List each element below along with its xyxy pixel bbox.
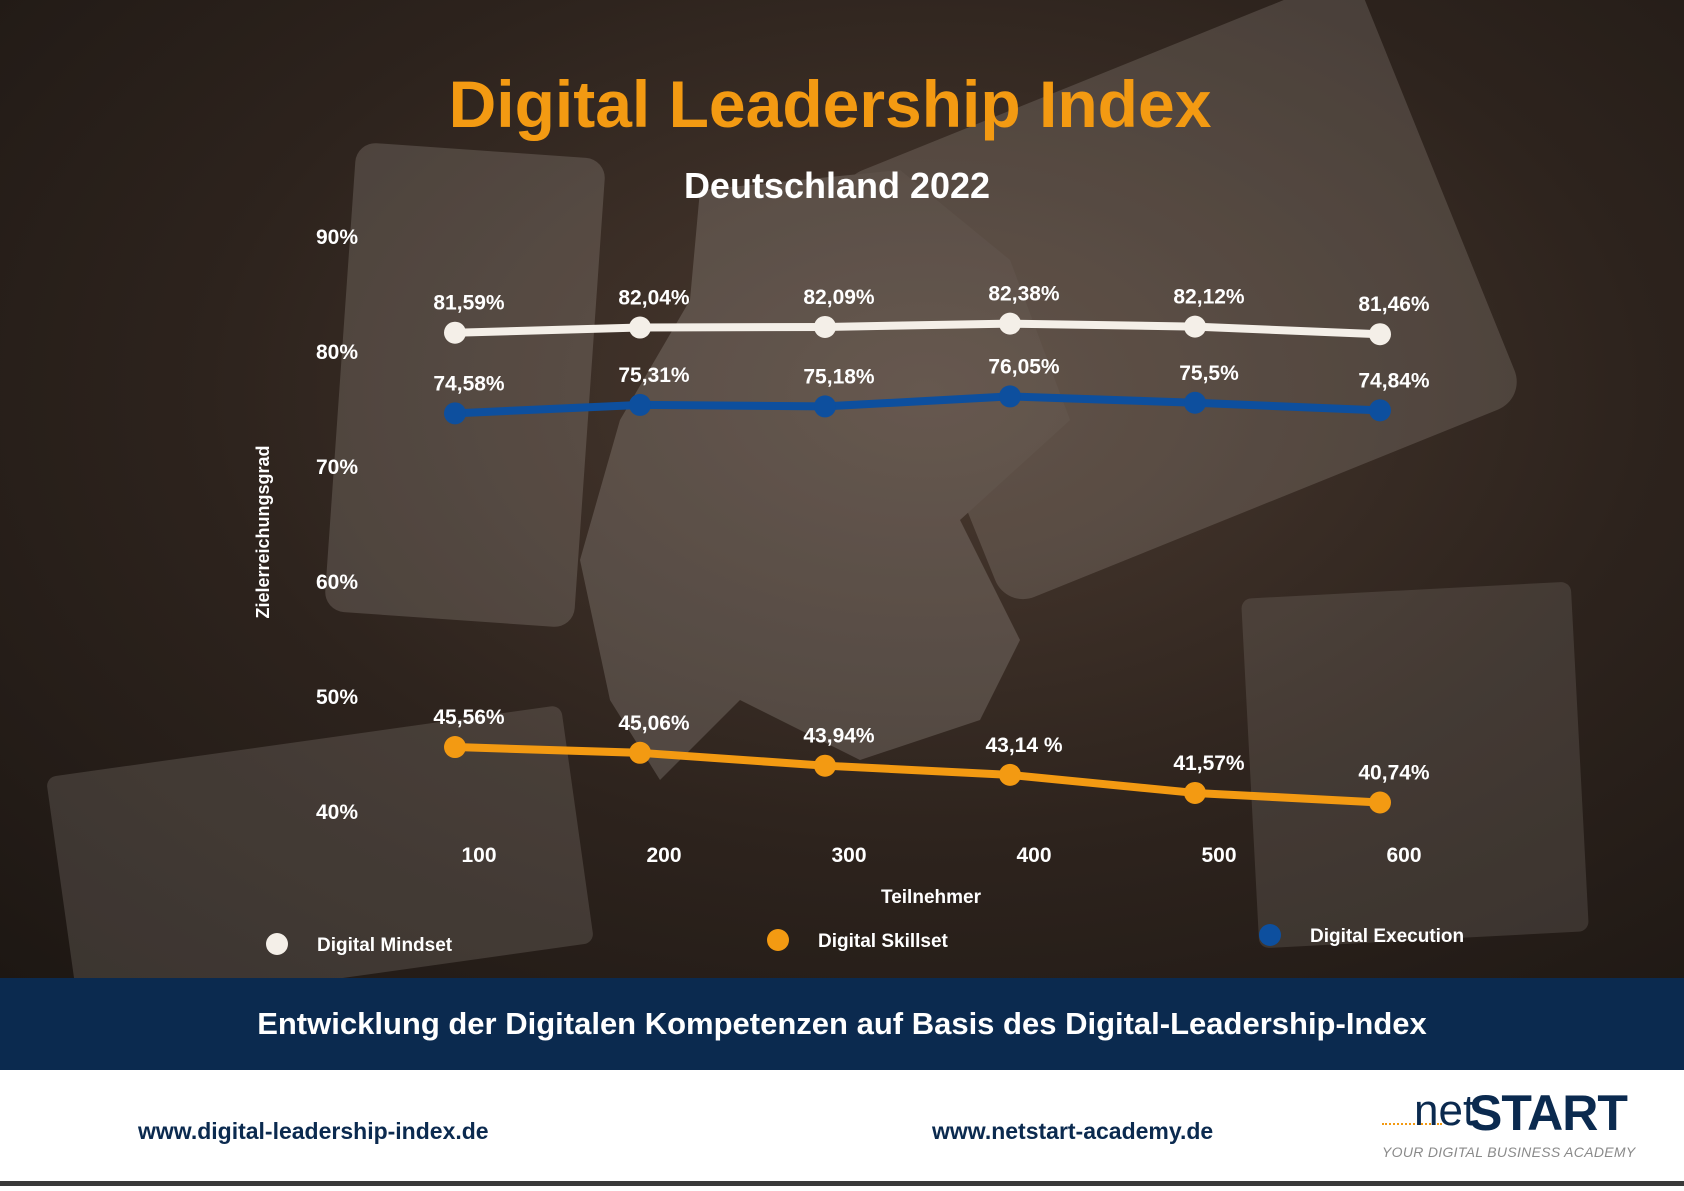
digital-mindset-data-label: 81,46% bbox=[1358, 293, 1430, 316]
footer: www.digital-leadership-index.de www.nets… bbox=[0, 1070, 1684, 1186]
digital-execution-data-label: 76,05% bbox=[988, 355, 1060, 378]
legend-label-digital-skillset: Digital Skillset bbox=[818, 931, 949, 952]
digital-skillset-point bbox=[629, 741, 651, 764]
digital-mindset-data-label: 82,38% bbox=[988, 283, 1060, 306]
digital-skillset-point bbox=[444, 736, 466, 759]
digital-mindset-data-label: 82,09% bbox=[803, 286, 875, 309]
banner: Entwicklung der Digitalen Kompetenzen au… bbox=[0, 978, 1684, 1070]
digital-skillset-point bbox=[814, 754, 836, 777]
legend-marker-digital-skillset bbox=[767, 929, 789, 951]
netstart-logo: net START YOUR DIGITAL BUSINESS ACADEMY bbox=[1380, 1085, 1635, 1170]
digital-skillset-line bbox=[451, 743, 1384, 807]
digital-skillset-data-label: 45,56% bbox=[433, 706, 505, 729]
legend-label-digital-execution: Digital Execution bbox=[1310, 926, 1464, 947]
legend-label-digital-mindset: Digital Mindset bbox=[317, 935, 453, 956]
footer-link-netstart[interactable]: www.netstart-academy.de bbox=[932, 1118, 1214, 1144]
background-decoration bbox=[47, 0, 1589, 978]
digital-skillset-point bbox=[1369, 791, 1391, 814]
digital-mindset-point bbox=[999, 312, 1021, 335]
digital-execution-data-label: 75,18% bbox=[803, 365, 875, 388]
digital-mindset-line bbox=[451, 319, 1384, 339]
x-tick-label: 400 bbox=[1016, 844, 1051, 867]
legend: Digital Mindset Digital Skillset Digital E… bbox=[266, 924, 1464, 956]
chart-background bbox=[0, 0, 1684, 978]
digital-skillset-data-label: 45,06% bbox=[618, 712, 690, 735]
series-layer: 81,59% 82,04% 82,09% 82,38% 82,12% 81,46% 74,5… bbox=[433, 283, 1430, 814]
x-tick-label: 100 bbox=[461, 844, 496, 867]
logo-net-text: net bbox=[1414, 1086, 1476, 1135]
digital-mindset-point bbox=[1184, 315, 1206, 338]
digital-execution-data-label: 74,84% bbox=[1358, 369, 1430, 392]
digital-execution-point bbox=[629, 393, 651, 416]
digital-skillset-data-label: 40,74% bbox=[1358, 761, 1430, 784]
y-tick-label: 60% bbox=[316, 571, 358, 594]
x-axis-label: Teilnehmer bbox=[881, 887, 982, 908]
x-tick-label: 200 bbox=[646, 844, 681, 867]
chart-subtitle: Deutschland 2022 bbox=[684, 165, 990, 206]
y-axis: 40% 50% 60% 70% 80% 90% bbox=[316, 226, 358, 824]
digital-execution-point bbox=[1184, 391, 1206, 414]
digital-execution-line bbox=[451, 392, 1384, 418]
footer-border bbox=[0, 1181, 1684, 1186]
x-tick-label: 500 bbox=[1201, 844, 1236, 867]
footer-link-dli[interactable]: www.digital-leadership-index.de bbox=[138, 1118, 489, 1144]
digital-mindset-point bbox=[444, 321, 466, 344]
logo-start-text: START bbox=[1469, 1085, 1628, 1141]
y-tick-label: 90% bbox=[316, 226, 358, 249]
y-tick-label: 50% bbox=[316, 686, 358, 709]
y-tick-label: 40% bbox=[316, 801, 358, 824]
digital-skillset-point bbox=[999, 763, 1021, 786]
digital-mindset-point bbox=[1369, 323, 1391, 346]
digital-execution-data-label: 74,58% bbox=[433, 372, 505, 395]
digital-skillset-data-label: 41,57% bbox=[1173, 752, 1245, 775]
x-axis: 100 200 300 400 500 600 bbox=[461, 844, 1421, 867]
digital-skillset-data-label: 43,94% bbox=[803, 725, 875, 748]
x-tick-label: 300 bbox=[831, 844, 866, 867]
digital-execution-point bbox=[1369, 399, 1391, 422]
digital-execution-point bbox=[814, 395, 836, 418]
digital-mindset-data-label: 82,04% bbox=[618, 287, 690, 310]
chart-title: Digital Leadership Index bbox=[449, 67, 1212, 141]
digital-mindset-data-label: 82,12% bbox=[1173, 286, 1245, 309]
digital-execution-data-label: 75,5% bbox=[1179, 362, 1239, 385]
legend-marker-digital-mindset bbox=[266, 933, 288, 955]
line-chart: Digital Leadership Index Deutschland 202… bbox=[253, 67, 1464, 956]
x-tick-label: 600 bbox=[1386, 844, 1421, 867]
digital-mindset-data-label: 81,59% bbox=[433, 292, 505, 315]
logo-tagline: YOUR DIGITAL BUSINESS ACADEMY bbox=[1382, 1144, 1636, 1160]
y-tick-label: 70% bbox=[316, 456, 358, 479]
digital-skillset-data-label: 43,14 % bbox=[985, 734, 1062, 757]
y-tick-label: 80% bbox=[316, 341, 358, 364]
digital-mindset-point bbox=[629, 316, 651, 339]
digital-execution-data-label: 75,31% bbox=[618, 364, 690, 387]
digital-execution-point bbox=[999, 385, 1021, 408]
digital-skillset-point bbox=[1184, 781, 1206, 804]
logo-dots bbox=[1382, 1123, 1442, 1125]
digital-execution-point bbox=[444, 402, 466, 425]
y-axis-label: Zielerreichungsgrad bbox=[253, 445, 273, 618]
banner-text: Entwicklung der Digitalen Kompetenzen au… bbox=[257, 1006, 1427, 1041]
digital-mindset-point bbox=[814, 315, 836, 338]
legend-marker-digital-execution bbox=[1259, 924, 1281, 946]
